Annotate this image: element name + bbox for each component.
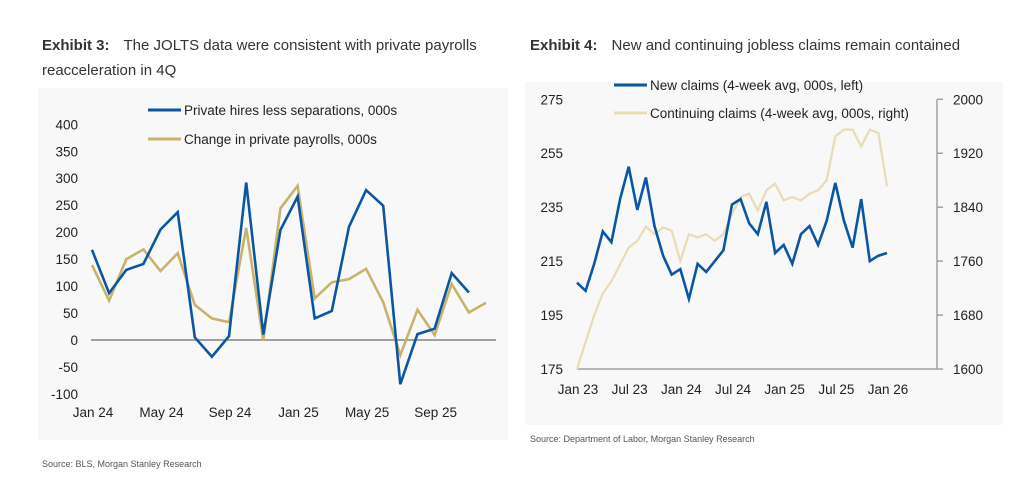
exhibit-3-title-line1: The JOLTS data were consistent with priv… xyxy=(123,37,477,54)
exhibit-3-source: Source: BLS, Morgan Stanley Research xyxy=(42,459,202,469)
exhibit-3-title: Exhibit 3: The JOLTS data were consistent… xyxy=(42,33,477,83)
y-tick-label: 200 xyxy=(55,225,78,240)
exhibit-4-label: Exhibit 4: xyxy=(530,37,598,54)
exhibit-4-title: Exhibit 4: New and continuing jobless cla… xyxy=(530,33,960,58)
y-tick-label: -50 xyxy=(58,360,78,375)
exhibit-3-title-line2: reacceleration in 4Q xyxy=(42,62,177,79)
x-tick-label: Jan 24 xyxy=(661,382,702,397)
x-tick-label: May 24 xyxy=(139,405,184,420)
y-tick-label: -100 xyxy=(51,387,78,402)
x-tick-label: Jan 25 xyxy=(278,405,319,420)
right-y-tick-label: 1680 xyxy=(953,308,983,323)
x-tick-label: Sep 25 xyxy=(414,405,457,420)
x-tick-label: Jul 24 xyxy=(715,382,752,397)
x-tick-label: Jan 26 xyxy=(868,382,909,397)
x-tick-label: May 25 xyxy=(345,405,389,420)
new-claims-line xyxy=(576,166,888,304)
exhibit-3-chart: 400 350 300 250 200 150 100 50 0 -50 -100 Jan 24 May… xyxy=(51,103,496,420)
right-y-tick-label: 2000 xyxy=(953,92,983,107)
x-tick-label: Sep 24 xyxy=(209,405,252,420)
x-tick-label: Jan 25 xyxy=(764,382,805,397)
left-y-tick-label: 175 xyxy=(540,362,563,377)
right-y-tick-label: 1600 xyxy=(953,362,983,377)
right-y-tick-label: 1920 xyxy=(953,146,983,161)
left-y-tick-label: 255 xyxy=(540,146,563,161)
legend-label: Change in private payrolls, 000s xyxy=(184,132,377,147)
y-tick-label: 400 xyxy=(55,117,78,132)
y-tick-label: 100 xyxy=(55,279,78,294)
continuing-claims-line xyxy=(575,128,889,370)
y-tick-label: 150 xyxy=(55,252,78,267)
left-y-tick-label: 275 xyxy=(540,92,563,107)
legend-label: Private hires less separations, 000s xyxy=(184,103,397,118)
series-line xyxy=(90,182,487,360)
y-tick-label: 50 xyxy=(63,306,78,321)
legend-label: New claims (4-week avg, 000s, left) xyxy=(650,78,863,93)
exhibit-3-label: Exhibit 3: xyxy=(42,37,110,54)
x-tick-label: Jul 25 xyxy=(818,382,854,397)
exhibit-4-title-text: New and continuing jobless claims remain… xyxy=(611,37,961,54)
right-y-tick-label: 1760 xyxy=(953,254,983,269)
x-tick-label: Jul 23 xyxy=(612,382,648,397)
exhibit-4-source: Source: Department of Labor, Morgan Stan… xyxy=(530,434,755,444)
exhibit-4-chart: 275 255 235 215 195 175 2000 1920 1840 1760 1680 16… xyxy=(540,78,983,397)
x-tick-label: Jan 23 xyxy=(558,382,599,397)
series-line xyxy=(90,182,470,385)
legend-label: Continuing claims (4-week avg, 000s, rig… xyxy=(650,106,909,121)
y-tick-label: 0 xyxy=(70,333,78,348)
y-tick-label: 300 xyxy=(55,171,78,186)
y-tick-label: 250 xyxy=(55,198,78,213)
x-tick-label: Jan 24 xyxy=(73,405,114,420)
left-y-tick-label: 195 xyxy=(540,308,563,323)
right-y-tick-label: 1840 xyxy=(953,200,983,215)
exhibit-4-plot-bg xyxy=(525,82,1003,425)
y-tick-label: 350 xyxy=(55,144,78,159)
left-y-tick-label: 235 xyxy=(540,200,563,215)
left-y-tick-label: 215 xyxy=(540,254,563,269)
